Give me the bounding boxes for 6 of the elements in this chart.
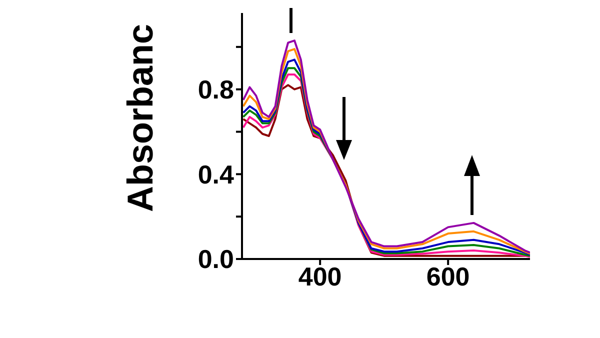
x-tick-label: 600 bbox=[426, 261, 470, 292]
y-tick-label: 0.4 bbox=[198, 159, 235, 190]
x-tick-label: 400 bbox=[298, 261, 342, 292]
y-tick-label: 0.8 bbox=[198, 74, 234, 105]
y-tick-label: 0.0 bbox=[198, 244, 234, 274]
y-axis-title: Absorbanc bbox=[120, 24, 160, 212]
